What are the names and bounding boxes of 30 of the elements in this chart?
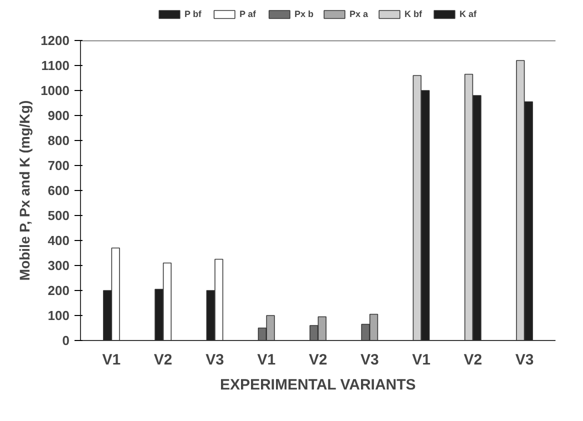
y-tick-label: 500	[48, 208, 70, 223]
x-axis-title: EXPERIMENTAL VARIANTS	[220, 376, 416, 394]
x-tick-label: V2	[154, 352, 172, 368]
legend-label: P af	[240, 9, 257, 19]
legend-label: Px a	[350, 9, 370, 19]
x-tick-label: V3	[360, 352, 379, 368]
y-tick-label: 1200	[40, 33, 70, 48]
x-tick-label: V1	[257, 352, 276, 368]
y-tick-label: 100	[48, 308, 70, 323]
x-tick-label: V2	[464, 352, 482, 368]
x-tick-label: V1	[102, 352, 121, 368]
y-tick-label: 600	[48, 183, 70, 198]
y-tick-label: 1000	[40, 83, 70, 98]
legend-label: P bf	[184, 9, 202, 19]
legend-label: K af	[460, 9, 478, 19]
y-tick-label: 200	[48, 283, 70, 298]
y-tick-label: 800	[48, 133, 70, 148]
y-axis-title: Mobile P, Px and K (mg/Kg)	[16, 100, 33, 281]
legend-label: Px b	[294, 9, 314, 19]
y-tick-label: 400	[48, 233, 70, 248]
y-tick-label: 900	[48, 108, 70, 123]
x-tick-label: V3	[515, 352, 534, 368]
legend-label: K bf	[404, 9, 423, 19]
y-tick-label: 300	[48, 258, 70, 273]
x-tick-label: V2	[308, 352, 328, 368]
x-tick-label: V1	[412, 352, 430, 368]
y-tick-label: 1100	[41, 58, 70, 73]
y-tick-label: 0	[62, 333, 70, 348]
x-tick-label: V3	[206, 352, 224, 368]
y-tick-label: 700	[48, 158, 70, 173]
